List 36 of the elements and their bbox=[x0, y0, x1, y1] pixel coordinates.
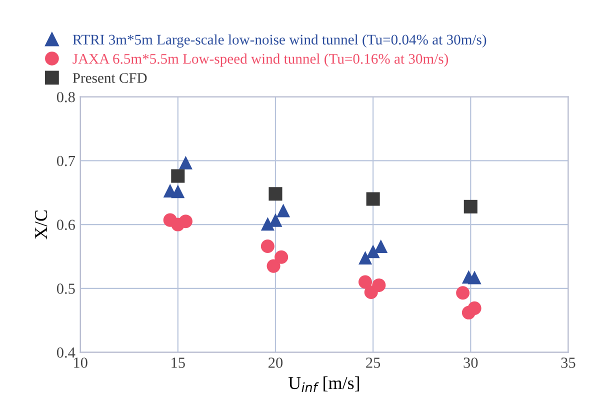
x-tick-label: 20 bbox=[268, 358, 283, 368]
point bbox=[268, 213, 282, 227]
y-axis-title: X/C bbox=[35, 210, 48, 240]
point bbox=[468, 301, 482, 315]
point bbox=[374, 239, 388, 254]
x-axis-title: U$_{inf}$ [m/s] bbox=[288, 376, 360, 392]
point bbox=[358, 250, 372, 265]
point bbox=[456, 286, 470, 300]
point bbox=[276, 204, 290, 218]
point bbox=[260, 239, 274, 254]
x-tick-label: 35 bbox=[561, 358, 576, 368]
point bbox=[366, 192, 380, 206]
point bbox=[468, 270, 482, 284]
legend-label: JAXA 6.5m*5.5m Low-speed wind tunnel (Tu=0.16% at 30m/s) bbox=[72, 54, 448, 67]
y-tick-label: 0.5 bbox=[56, 284, 75, 294]
y-tick-label: 0.4 bbox=[56, 347, 76, 358]
point bbox=[366, 244, 380, 258]
y-tick-label: 0.6 bbox=[56, 220, 76, 230]
legend-label: RTRI 3m*5m Large-scale low-noise wind tunnel (Tu=0.04% at 30m/s) bbox=[72, 34, 486, 48]
x-tick-label: 30 bbox=[464, 358, 478, 368]
point bbox=[372, 278, 386, 292]
point bbox=[178, 214, 192, 228]
point bbox=[274, 250, 288, 264]
y-tick-label: 0.7 bbox=[56, 156, 76, 166]
y-tick-label: 0.8 bbox=[56, 92, 75, 102]
point bbox=[171, 184, 185, 198]
point bbox=[358, 275, 372, 289]
point bbox=[266, 259, 280, 273]
point bbox=[171, 169, 185, 183]
x-tick-label: 25 bbox=[366, 358, 380, 368]
x-tick-label: 15 bbox=[172, 358, 185, 368]
point bbox=[178, 156, 192, 170]
point bbox=[464, 200, 478, 214]
point bbox=[268, 187, 282, 201]
legend-label: Present CFD bbox=[72, 73, 147, 83]
x-tick-label: 10 bbox=[74, 358, 88, 368]
